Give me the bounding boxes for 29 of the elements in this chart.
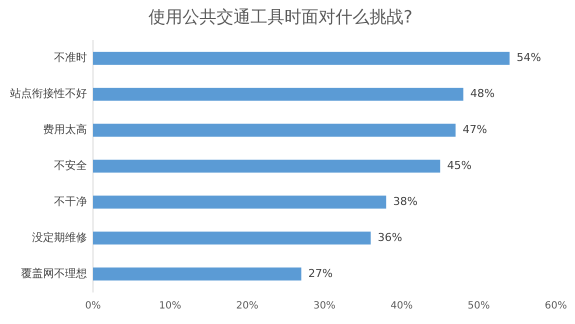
data-label: 45% [447,159,472,172]
data-label: 54% [516,51,542,64]
data-label: 47% [462,123,488,136]
y-tick-label: 不准时 [54,51,87,64]
y-tick-label: 不安全 [54,159,87,172]
y-tick-label: 不干净 [54,195,87,208]
x-tick-label: 20% [236,300,258,312]
x-tick-label: 10% [159,300,182,312]
bar [93,52,510,65]
y-tick-label: 没定期维修 [32,230,87,244]
bar [93,124,456,137]
x-tick-label: 50% [468,300,490,312]
data-label: 48% [470,87,495,100]
x-tick-label: 40% [390,300,413,312]
bar [93,268,302,280]
bar [93,196,386,209]
bar [93,160,440,173]
data-label: 38% [393,195,418,208]
x-tick-label: 30% [313,300,336,312]
data-label: 27% [308,266,333,280]
y-tick-label: 费用太高 [43,123,87,136]
bar [93,88,464,101]
bar [93,232,371,245]
data-label: 36% [378,230,402,244]
y-tick-label: 覆盖网不理想 [21,266,87,280]
y-tick-label: 站点衔接性不好 [10,87,87,100]
chart-title: 使用公共交通工具时面对什么挑战? [148,8,413,28]
x-tick-label: 60% [544,300,568,312]
x-tick-label: 0% [85,300,101,312]
